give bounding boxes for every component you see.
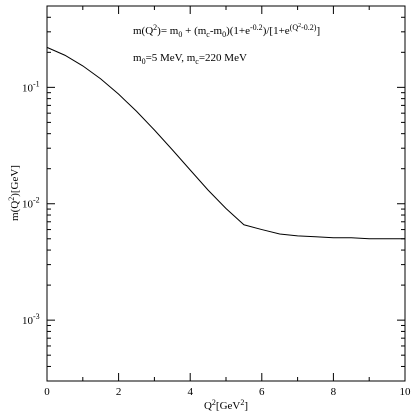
x-tick-label: 2 [116,386,122,398]
y-tick-label: 10-2 [22,196,40,211]
ticks [46,5,406,382]
tick-labels: 0 2 4 6 8 10 10-3 10-2 10-1 [22,79,411,398]
x-axis-label: Q2[GeV2] [204,398,248,412]
x-tick-label: 6 [259,386,265,398]
y-tick-label: 10-1 [22,79,40,94]
series-line [46,46,405,240]
annotation-params: m0=5 MeV, mc=220 MeV [133,52,247,66]
x-tick-label: 10 [400,386,412,398]
x-tick-label: 8 [331,386,337,398]
x-tick-label: 4 [187,386,193,398]
annotation-formula: m(Q2)= m0 + (mc-m0)(1+e-0.2)/[1+e(Q2-0.2… [133,23,320,39]
y-axis-label: m(Q2)[GeV] [7,165,21,221]
y-tick-label: 10-3 [22,312,40,327]
x-tick-label: 0 [44,386,50,398]
